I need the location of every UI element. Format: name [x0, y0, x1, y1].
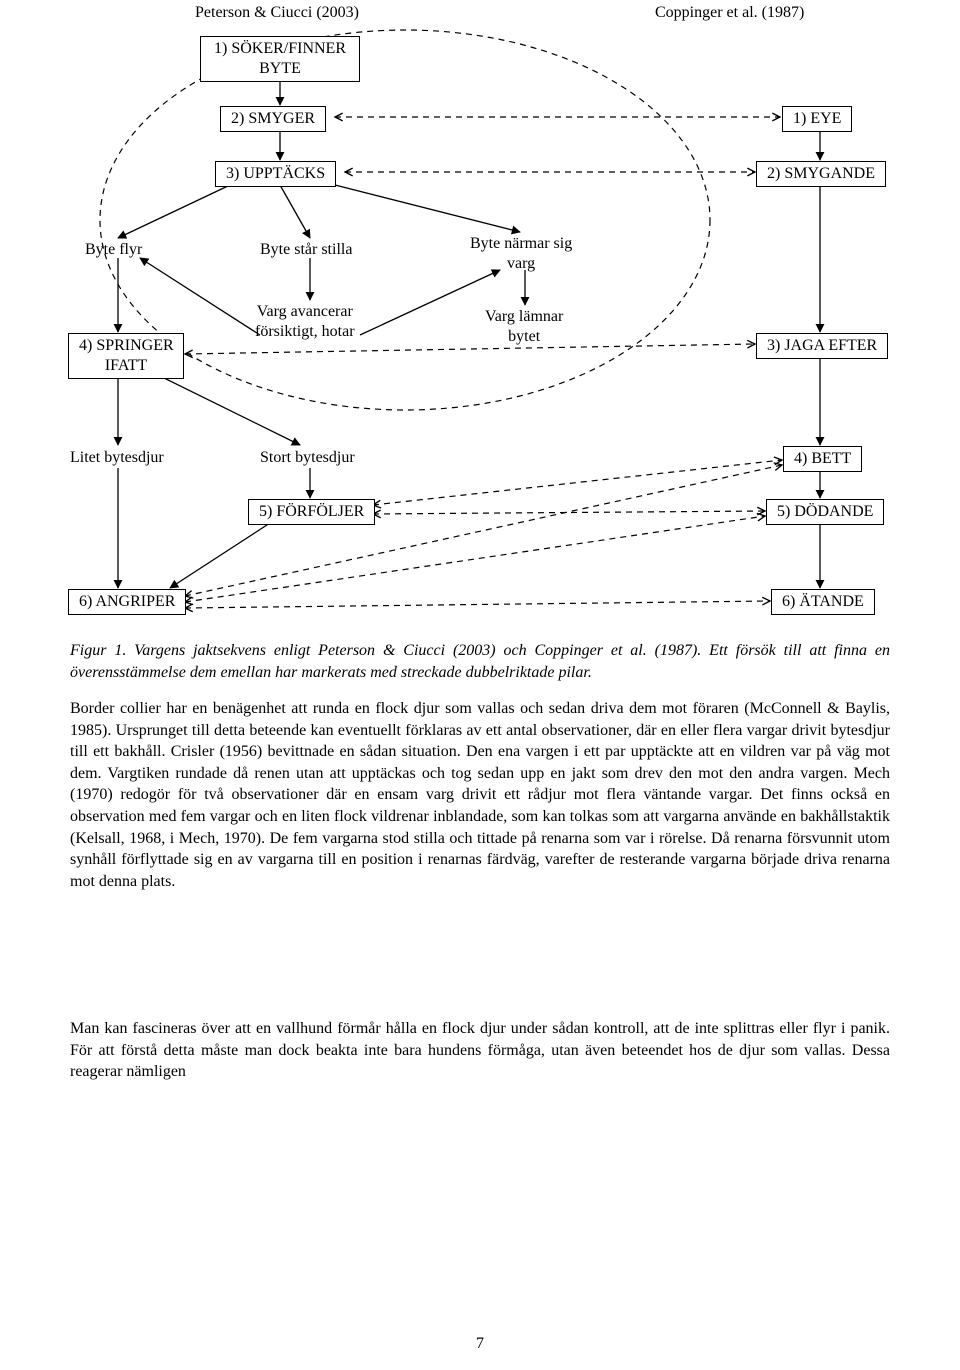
box-springer: 4) SPRINGERIFATT: [68, 333, 184, 379]
label-varglamnar: Varg lämnarbytet: [485, 307, 563, 347]
label-bytestilla: Byte står stilla: [260, 240, 352, 260]
box-smygande: 2) SMYGANDE: [756, 161, 886, 187]
header-left: Peterson & Ciucci (2003): [195, 4, 359, 22]
box-smyger: 2) SMYGER: [220, 106, 326, 132]
box-upptacks: 3) UPPTÄCKS: [215, 161, 336, 187]
box-jaga: 3) JAGA EFTER: [756, 333, 888, 359]
box-forfoljer: 5) FÖRFÖLJER: [248, 499, 375, 525]
label-byteflyr: Byte flyr: [85, 240, 142, 260]
box-bett: 4) BETT: [783, 446, 862, 472]
box-eye: 1) EYE: [782, 106, 852, 132]
body-para-1: Border collier har en benägenhet att run…: [70, 698, 890, 892]
body-para-2: Man kan fascineras över att en vallhund …: [70, 1018, 890, 1083]
label-vargavancerar: Varg avancerarförsiktigt, hotar: [255, 302, 355, 342]
label-stort: Stort bytesdjur: [260, 448, 355, 468]
box-atande: 6) ÄTANDE: [771, 589, 875, 615]
figure-caption: Figur 1. Vargens jaktsekvens enligt Pete…: [70, 640, 890, 683]
header-right: Coppinger et al. (1987): [655, 4, 804, 22]
label-bytenarmar: Byte närmar sigvarg: [470, 234, 572, 274]
caption-italic: Figur 1. Vargens jaktsekvens enligt Pete…: [70, 642, 890, 681]
box-angriper: 6) ANGRIPER: [68, 589, 186, 615]
page-number: 7: [0, 1335, 960, 1353]
box-dodande: 5) DÖDANDE: [766, 499, 884, 525]
box-soker: 1) SÖKER/FINNERBYTE: [200, 36, 360, 82]
label-litet: Litet bytesdjur: [70, 448, 164, 468]
